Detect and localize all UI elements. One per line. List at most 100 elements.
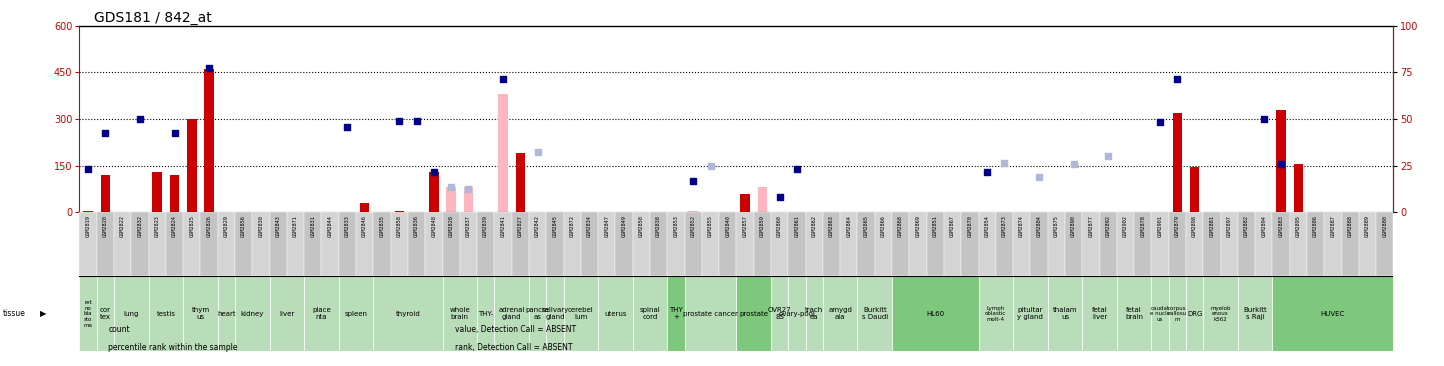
Bar	[758, 187, 767, 212]
Bar	[771, 276, 788, 351]
Text: cor
tex: cor tex	[100, 307, 111, 320]
Bar	[1031, 212, 1048, 276]
Bar	[446, 187, 456, 212]
Text: OVR27
8S: OVR27 8S	[768, 307, 791, 320]
Text: GSM2870: GSM2870	[967, 216, 972, 238]
Point	[77, 166, 100, 172]
Point	[768, 194, 791, 200]
Text: GSM2879: GSM2879	[1175, 216, 1180, 238]
Text: GSM2849: GSM2849	[621, 216, 627, 238]
Text: thalam
us: thalam us	[1053, 307, 1077, 320]
Bar	[218, 212, 235, 276]
Bar	[79, 276, 97, 351]
Bar	[1376, 212, 1393, 276]
Bar	[741, 194, 749, 212]
Point	[1028, 173, 1051, 179]
Bar	[1272, 276, 1393, 351]
Point	[336, 124, 360, 130]
Point	[456, 186, 479, 192]
Point	[1061, 161, 1084, 167]
Text: kidney: kidney	[241, 311, 264, 317]
Text: GSM2880: GSM2880	[1382, 216, 1388, 238]
Text: place
nta: place nta	[312, 307, 331, 320]
Bar	[1173, 113, 1183, 212]
Text: GSM2840: GSM2840	[725, 216, 731, 238]
Bar	[892, 212, 910, 276]
Bar	[771, 212, 788, 276]
Text: GSM2867: GSM2867	[950, 216, 954, 238]
Text: salivary
gland: salivary gland	[542, 307, 569, 320]
Text: cerebel
lum: cerebel lum	[567, 307, 593, 320]
Bar	[1359, 212, 1376, 276]
Bar	[546, 212, 563, 276]
Bar	[394, 211, 404, 212]
Bar	[684, 212, 702, 276]
Bar	[598, 212, 615, 276]
Bar	[719, 212, 736, 276]
Text: GSM2864: GSM2864	[846, 216, 852, 238]
Text: GSM2888: GSM2888	[1347, 216, 1353, 238]
Text: GSM2826: GSM2826	[206, 216, 212, 238]
Bar	[101, 175, 110, 212]
Bar	[516, 153, 526, 212]
Bar	[806, 276, 823, 351]
Bar	[754, 212, 771, 276]
Text: GSM2863: GSM2863	[829, 216, 835, 238]
Point	[699, 163, 722, 168]
Bar	[1272, 212, 1289, 276]
Text: GSM2872: GSM2872	[570, 216, 575, 238]
Bar	[979, 276, 1014, 351]
Bar	[944, 212, 962, 276]
Text: pituitar
y gland: pituitar y gland	[1018, 307, 1044, 320]
Text: GSM2882: GSM2882	[1243, 216, 1249, 238]
Text: GSM2833: GSM2833	[345, 216, 349, 238]
Bar	[153, 172, 162, 212]
Text: GSM2889: GSM2889	[1365, 216, 1370, 238]
Text: GSM2898: GSM2898	[1193, 216, 1197, 238]
Text: GSM2887: GSM2887	[1330, 216, 1336, 238]
Bar	[979, 212, 996, 276]
Bar	[927, 212, 944, 276]
Text: GSM2851: GSM2851	[933, 216, 937, 238]
Bar	[218, 276, 235, 351]
Bar	[667, 212, 684, 276]
Text: DRG: DRG	[1187, 311, 1203, 317]
Bar	[1116, 276, 1151, 351]
Bar	[632, 276, 667, 351]
Bar	[1289, 212, 1307, 276]
Bar	[1066, 212, 1082, 276]
Text: GSM2902: GSM2902	[1123, 216, 1128, 238]
Bar	[598, 276, 632, 351]
Text: GSM2841: GSM2841	[501, 216, 505, 238]
Text: GSM2830: GSM2830	[258, 216, 263, 238]
Point	[388, 117, 412, 123]
Bar	[1203, 276, 1238, 351]
Text: GSM2859: GSM2859	[760, 216, 765, 238]
Text: GSM2861: GSM2861	[794, 216, 800, 238]
Point	[491, 76, 514, 82]
Text: GSM2822: GSM2822	[120, 216, 126, 238]
Bar	[1082, 276, 1116, 351]
Text: fetal
liver: fetal liver	[1092, 307, 1108, 320]
Text: GSM2842: GSM2842	[536, 216, 540, 238]
Bar	[823, 276, 858, 351]
Text: GSM2825: GSM2825	[189, 216, 195, 238]
Text: uterus: uterus	[604, 311, 627, 317]
Text: GSM2856: GSM2856	[241, 216, 245, 238]
Bar	[374, 276, 442, 351]
Text: GSM2852: GSM2852	[690, 216, 696, 238]
Bar	[615, 212, 632, 276]
Text: GSM2868: GSM2868	[898, 216, 902, 238]
Text: GSM2877: GSM2877	[1089, 216, 1093, 238]
Text: percentile rank within the sample: percentile rank within the sample	[108, 343, 238, 352]
Text: GSM2820: GSM2820	[103, 216, 108, 238]
Point	[1252, 116, 1275, 122]
Text: ovary-pool: ovary-pool	[778, 311, 816, 317]
Bar	[84, 211, 92, 212]
Bar	[498, 94, 508, 212]
Bar	[149, 276, 183, 351]
Bar	[1190, 167, 1200, 212]
Text: GSM2832: GSM2832	[137, 216, 143, 238]
Text: ▶: ▶	[40, 309, 48, 318]
Point	[1148, 119, 1171, 125]
